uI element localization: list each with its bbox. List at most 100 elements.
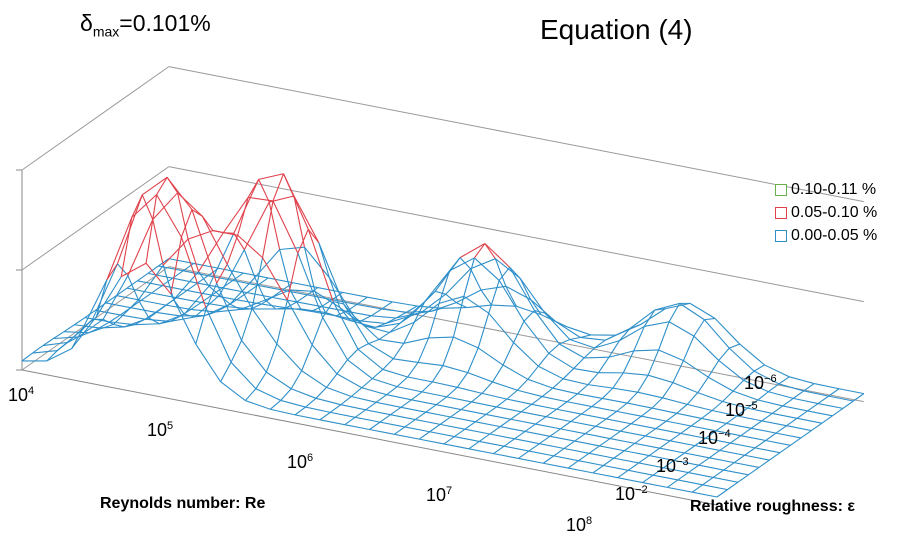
surface-edge — [581, 407, 591, 415]
surface-edge — [397, 377, 407, 387]
surface-edge — [482, 393, 507, 399]
surface-edge — [741, 428, 751, 435]
surface-edge — [241, 309, 251, 310]
surface-edge — [853, 394, 863, 401]
surface-edge — [656, 421, 666, 428]
surface-edge — [730, 443, 755, 448]
surface-edge — [330, 405, 340, 413]
surface-edge — [405, 420, 415, 427]
surface-edge — [843, 401, 853, 408]
surface-edge — [680, 303, 705, 319]
surface-edge — [734, 463, 759, 468]
surface-edge — [494, 454, 519, 459]
surface-edge — [645, 429, 655, 436]
surface-edge — [380, 422, 405, 427]
surface-edge — [727, 482, 737, 489]
surface-edge — [306, 407, 331, 412]
surface-edge — [667, 480, 677, 487]
surface-edge — [157, 177, 167, 194]
surface-edge — [624, 451, 649, 456]
surface-edge — [152, 286, 162, 293]
surface-edge — [268, 278, 293, 283]
surface-edge — [472, 402, 497, 407]
surface-edge — [618, 470, 628, 477]
surface-edge — [772, 406, 782, 414]
surface-edge — [163, 265, 173, 299]
surface-edge — [178, 193, 203, 216]
surface-edge — [494, 446, 504, 453]
surface-edge — [524, 311, 534, 322]
surface-edge — [687, 404, 712, 410]
surface-edge — [635, 436, 645, 443]
legend-swatch-red — [775, 207, 787, 219]
surface-edge — [660, 448, 685, 453]
surface-edge — [532, 404, 557, 409]
surface-edge — [205, 312, 215, 316]
surface-edge — [623, 351, 633, 373]
surface-edge — [515, 439, 540, 444]
surface-edge — [471, 269, 481, 290]
surface-edge — [539, 436, 549, 443]
surface-edge — [564, 441, 574, 448]
surface-edge — [787, 426, 812, 431]
surface-edge — [390, 415, 415, 420]
surface-edge — [550, 429, 560, 436]
surface-edge — [780, 445, 790, 452]
surface-edge — [500, 419, 510, 426]
surface-edge — [345, 425, 370, 430]
surface-edge — [294, 196, 304, 247]
surface-edge — [839, 389, 864, 394]
legend-label: 0.05-0.10 % — [791, 204, 877, 222]
surface-edge — [132, 195, 142, 218]
surface-edge — [614, 451, 624, 458]
surface-edge — [259, 174, 284, 180]
surface-edge — [687, 393, 697, 405]
surface-edge — [713, 477, 738, 482]
back-grid-line — [22, 167, 169, 270]
surface-edge — [624, 443, 634, 450]
surface-edge — [475, 414, 485, 421]
surface-edge — [227, 264, 252, 308]
surface-edge — [521, 412, 546, 417]
surface-edge — [553, 388, 578, 394]
surface-edge — [223, 197, 248, 232]
surface-edge — [256, 372, 266, 389]
surface-edge — [662, 383, 672, 398]
surface-edge — [316, 387, 326, 398]
surface-edge — [355, 417, 380, 422]
surface-edge — [628, 463, 638, 470]
surface-edge — [553, 379, 563, 388]
surface-edge — [294, 196, 319, 243]
surface-edge — [772, 413, 797, 418]
surface-edge — [514, 343, 539, 367]
surface-edge — [589, 446, 599, 453]
surface-edge — [461, 402, 471, 410]
surface-edge — [741, 436, 766, 441]
surface-edge — [623, 373, 648, 375]
surface-edge — [648, 375, 673, 382]
surface-edge — [538, 366, 563, 379]
surface-edge — [580, 335, 590, 338]
surface-edge — [127, 288, 152, 293]
delta-symbol: δ — [80, 10, 93, 36]
x-axis-title: Reynolds number: Re — [100, 495, 265, 513]
surface-edge — [460, 258, 470, 269]
surface-edge — [649, 448, 659, 455]
surface-edge — [751, 428, 776, 433]
surface-edge — [588, 385, 613, 389]
surface-edge — [518, 458, 543, 463]
surface-edge — [814, 384, 839, 389]
surface-edge — [490, 434, 515, 439]
surface-edge — [751, 421, 761, 428]
surface-edge — [387, 387, 397, 395]
surface-edge — [822, 416, 832, 423]
surface-edge — [593, 473, 618, 478]
surface-edge — [652, 398, 662, 408]
surface-edge — [628, 470, 653, 475]
surface-edge — [555, 321, 580, 337]
surface-edge — [698, 377, 708, 392]
surface-edge — [408, 362, 418, 377]
surface-edge — [425, 271, 450, 302]
surface-edge — [712, 402, 722, 411]
surface-edge — [387, 395, 412, 400]
